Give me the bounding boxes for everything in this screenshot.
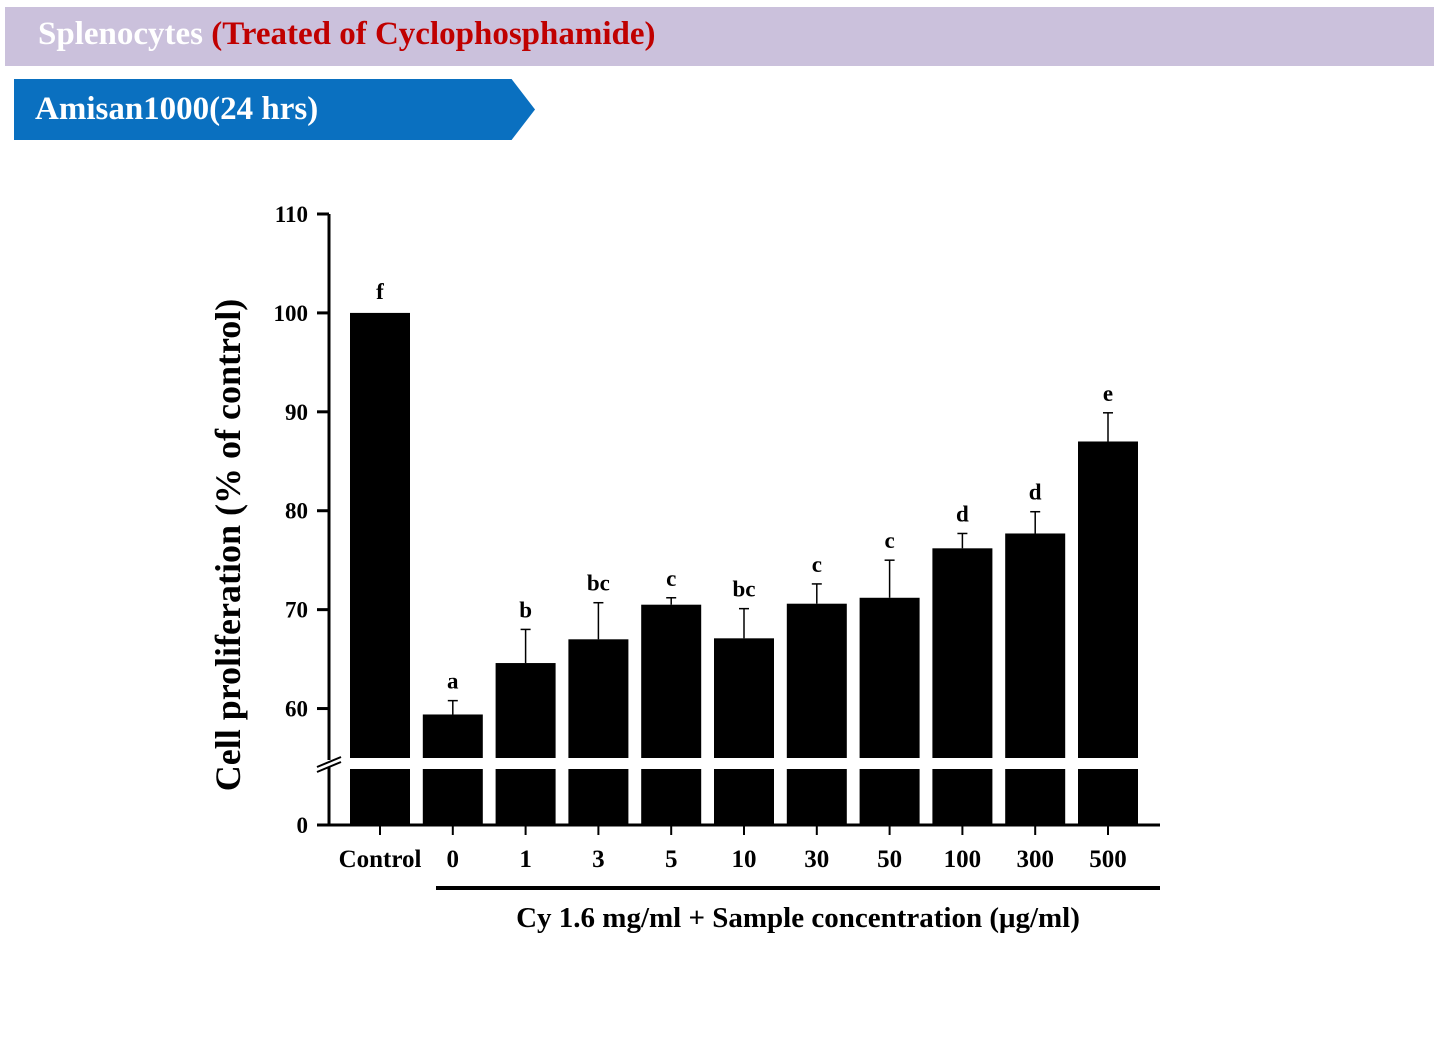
bar <box>641 604 702 758</box>
y-tick-label: 0 <box>297 813 309 838</box>
y-tick-label: 90 <box>285 400 308 425</box>
y-axis-title: Cell proliferation (% of control) <box>208 299 248 792</box>
bar <box>714 638 774 758</box>
bar <box>422 714 483 758</box>
bar-base <box>495 769 556 825</box>
header-bar <box>5 7 1434 66</box>
y-tick-label: 70 <box>285 598 308 623</box>
x-tick-label: 1 <box>519 846 532 873</box>
bar <box>1078 441 1138 758</box>
significance-label: bc <box>733 577 756 602</box>
significance-label: b <box>519 597 532 622</box>
bar <box>350 312 410 758</box>
significance-label: f <box>376 279 384 304</box>
bar <box>932 548 993 758</box>
bar <box>495 663 556 758</box>
y-tick-label: 100 <box>274 301 309 326</box>
x-tick-label: 5 <box>665 846 678 873</box>
x-tick-label: 100 <box>944 846 982 873</box>
x-tick-label: 30 <box>804 846 829 873</box>
significance-label: d <box>956 501 969 526</box>
page-title: Splenocytes (Treated of Cyclophosphamide… <box>38 18 656 51</box>
bar-base <box>1078 769 1138 825</box>
x-axis-labels: Control 0 1 3 5 10 30 50 100 300 500 <box>339 825 1127 873</box>
bar <box>568 639 629 758</box>
section-banner-arrow <box>14 79 535 140</box>
bar <box>786 603 847 758</box>
title-subtitle: (Treated of Cyclophosphamide) <box>211 16 656 52</box>
x-tick-label: 3 <box>592 846 605 873</box>
significance-label: c <box>884 528 894 553</box>
x-tick-label: 0 <box>447 846 460 873</box>
bar-base <box>786 769 847 825</box>
y-tick-label: 80 <box>285 499 308 524</box>
bar-base <box>1005 769 1066 825</box>
section-banner-label: Amisan1000(24 hrs) <box>35 91 319 127</box>
significance-label: c <box>812 552 822 577</box>
bar <box>1005 533 1066 758</box>
x-tick-label: 10 <box>732 846 757 873</box>
axis-break-mark <box>316 756 342 768</box>
significance-label: e <box>1103 381 1113 406</box>
significance-label: a <box>447 669 459 694</box>
significance-label: bc <box>587 571 610 596</box>
bar-base <box>641 769 702 825</box>
x-tick-label: 500 <box>1089 846 1127 873</box>
bar-base <box>568 769 629 825</box>
axis-break-mark <box>316 761 342 773</box>
title-main: Splenocytes <box>38 16 203 52</box>
bar-base <box>422 769 483 825</box>
bar-base <box>714 769 774 825</box>
significance-label: c <box>666 566 676 591</box>
bars: f a b bc c bc c c d d e <box>350 279 1138 825</box>
x-tick-label: Control <box>339 846 422 873</box>
bar-base <box>350 769 410 825</box>
significance-label: d <box>1029 480 1042 505</box>
x-tick-label: 300 <box>1016 846 1054 873</box>
x-tick-label: 50 <box>877 846 902 873</box>
x-axis-title: Cy 1.6 mg/ml + Sample concentration (μg/… <box>516 902 1080 934</box>
y-tick-label: 110 <box>275 202 308 227</box>
bar <box>859 597 920 758</box>
y-tick-label: 60 <box>285 697 308 722</box>
bar-base <box>859 769 920 825</box>
bar-base <box>932 769 993 825</box>
